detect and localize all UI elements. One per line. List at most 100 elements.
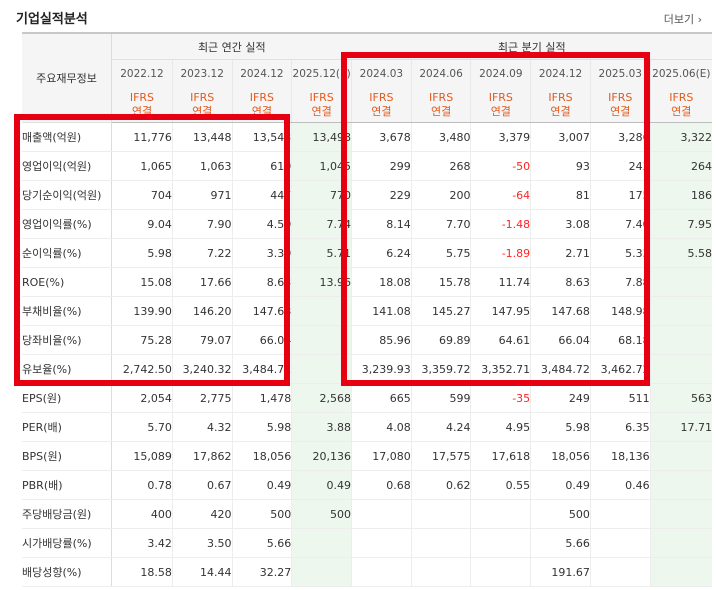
accounting-line2: 연결 — [430, 104, 452, 118]
row-label: EPS(원) — [22, 383, 113, 413]
value-cell: 11.74 — [470, 267, 531, 297]
value-cell — [649, 557, 712, 587]
value-cell — [649, 296, 712, 326]
value-cell — [649, 267, 712, 297]
value-cell: 299 — [351, 151, 412, 181]
value-cell: -64 — [470, 180, 531, 210]
section-title: 기업실적분석 — [16, 12, 88, 27]
value-cell: 500 — [530, 499, 591, 529]
value-cell — [589, 528, 651, 558]
period-header: 2022.12 — [111, 59, 173, 87]
value-cell — [351, 528, 412, 558]
value-cell: 0.67 — [171, 470, 233, 500]
table-row: 당좌비율(%) 75.28 79.07 66.04 85.96 69.89 64.61 66.… — [22, 325, 712, 355]
value-cell: 148.98 — [589, 296, 651, 326]
accounting-line2: 연결 — [311, 104, 332, 118]
value-cell: 0.55 — [470, 470, 531, 500]
accounting-standard: IFRS 연결 — [291, 87, 352, 123]
value-cell: 146.20 — [171, 296, 233, 326]
value-cell: 200 — [410, 180, 471, 210]
value-cell: 3,480 — [410, 122, 471, 152]
period-header: 2024.03 — [351, 59, 412, 87]
value-cell: 15.78 — [410, 267, 471, 297]
value-cell: 5.33 — [589, 238, 651, 268]
value-cell: 971 — [171, 180, 233, 210]
value-cell: 3,484.72 — [530, 354, 591, 384]
row-label: PBR(배) — [22, 470, 113, 500]
value-cell: 3.88 — [291, 412, 352, 442]
value-cell: 3.30 — [231, 238, 292, 268]
accounting-line2: 연결 — [192, 104, 213, 118]
table-row: BPS(원) 15,089 17,862 18,056 20,136 17,080 17,5… — [22, 441, 712, 471]
value-cell: -50 — [470, 151, 531, 181]
financial-table: 주요재무정보 최근 연간 실적 최근 분기 실적 2022.12 2023.12 2… — [22, 32, 712, 587]
value-cell: 0.49 — [530, 470, 591, 500]
value-cell: 6.35 — [589, 412, 651, 442]
value-cell: 5.71 — [291, 238, 352, 268]
table-row: 주당배당금(원) 400 420 500 500 500 — [22, 499, 712, 529]
value-cell: 17.66 — [171, 267, 233, 297]
chevron-right-icon: › — [697, 13, 702, 26]
accounting-line2: 연결 — [490, 104, 511, 118]
value-cell: 66.04 — [530, 325, 591, 355]
value-cell: 147.95 — [470, 296, 531, 326]
value-cell: 69.89 — [410, 325, 471, 355]
value-cell: 18,056 — [530, 441, 591, 471]
more-link[interactable]: 더보기 › — [664, 11, 702, 27]
value-cell — [410, 528, 471, 558]
value-cell: 447 — [231, 180, 292, 210]
value-cell: 8.63 — [231, 267, 292, 297]
row-label: 영업이익(억원) — [22, 151, 113, 181]
value-cell: 17,862 — [171, 441, 233, 471]
accounting-standard: IFRS 연결 — [171, 87, 233, 123]
period-header: 2024.12 — [530, 59, 591, 87]
value-cell: 1,063 — [171, 151, 233, 181]
row-label: 영업이익률(%) — [22, 209, 113, 239]
value-cell: 11,776 — [111, 122, 173, 152]
row-label: 당좌비율(%) — [22, 325, 113, 355]
value-cell: 4.24 — [410, 412, 471, 442]
row-label: 시가배당률(%) — [22, 528, 113, 558]
row-label: 순이익률(%) — [22, 238, 113, 268]
row-label: PER(배) — [22, 412, 113, 442]
table-row: 영업이익률(%) 9.04 7.90 4.50 7.74 8.14 7.70 -1.48 3.0… — [22, 209, 712, 239]
value-cell: 17.71 — [649, 412, 712, 442]
value-cell: 147.68 — [231, 296, 292, 326]
value-cell: 81 — [530, 180, 591, 210]
value-cell: 68.18 — [589, 325, 651, 355]
value-cell — [291, 354, 352, 384]
value-cell: 3,286 — [589, 122, 651, 152]
accounting-line2: 연결 — [550, 104, 571, 118]
value-cell: 4.08 — [351, 412, 412, 442]
period-header: 2023.12 — [171, 59, 233, 87]
accounting-line1: IFRS — [669, 90, 694, 104]
value-cell: 93 — [530, 151, 591, 181]
value-cell: 4.50 — [231, 209, 292, 239]
accounting-line1: IFRS — [369, 90, 394, 104]
table-row: PER(배) 5.70 4.32 5.98 3.88 4.08 4.24 4.95 5.98 6.… — [22, 412, 712, 442]
table-row: 당기순이익(억원) 704 971 447 770 229 200 -64 81 175 186 — [22, 180, 712, 210]
value-cell: 5.98 — [111, 238, 173, 268]
value-cell: 5.58 — [649, 238, 712, 268]
value-cell: 500 — [291, 499, 352, 529]
value-cell: -35 — [470, 383, 531, 413]
accounting-standard: IFRS 연결 — [530, 87, 591, 123]
value-cell: 5.98 — [530, 412, 591, 442]
table-row: 유보율(%) 2,742.50 3,240.32 3,484.72 3,239.93 3,… — [22, 354, 712, 384]
value-cell: 3,322 — [649, 122, 712, 152]
value-cell: 3,007 — [530, 122, 591, 152]
row-label: 유보율(%) — [22, 354, 113, 384]
value-cell: 7.95 — [649, 209, 712, 239]
row-label: 배당성향(%) — [22, 557, 113, 587]
value-cell: 191.67 — [530, 557, 591, 587]
table-row: ROE(%) 15.08 17.66 8.63 13.96 18.08 15.78 11.74… — [22, 267, 712, 297]
value-cell: 85.96 — [351, 325, 412, 355]
accounting-line1: IFRS — [309, 90, 334, 104]
accounting-line2: 연결 — [671, 104, 692, 118]
value-cell: 3,678 — [351, 122, 412, 152]
value-cell: 64.61 — [470, 325, 531, 355]
table-row: 배당성향(%) 18.58 14.44 32.27 191.67 — [22, 557, 712, 587]
value-cell: 264 — [649, 151, 712, 181]
accounting-standard: IFRS 연결 — [589, 87, 651, 123]
row-label: ROE(%) — [22, 267, 113, 297]
